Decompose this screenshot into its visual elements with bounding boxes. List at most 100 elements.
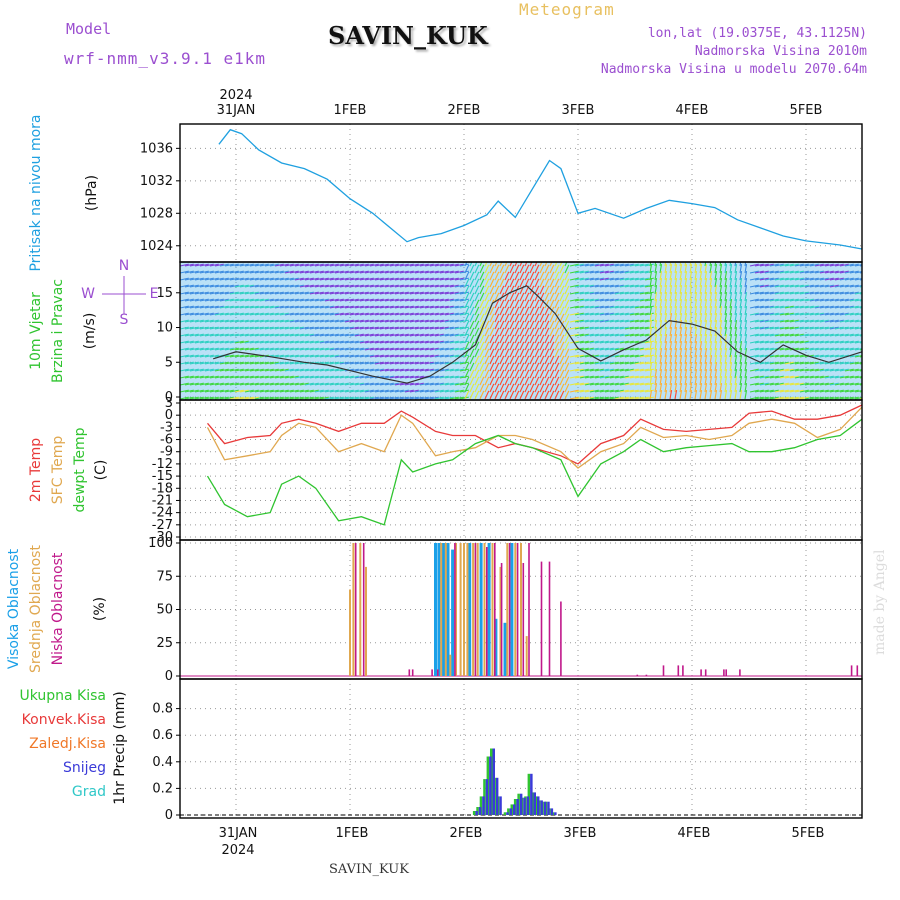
wind-barb bbox=[414, 277, 424, 281]
wind-barb bbox=[709, 362, 713, 372]
wind-barb bbox=[389, 284, 399, 288]
wind-barb bbox=[374, 333, 384, 337]
wind-barb bbox=[689, 292, 693, 302]
wind-barb bbox=[644, 396, 654, 400]
wind-barb bbox=[829, 340, 839, 344]
wind-barb bbox=[674, 369, 678, 379]
wind-barb bbox=[594, 291, 604, 295]
wind-barb bbox=[669, 278, 673, 288]
wind-barb bbox=[814, 382, 824, 386]
wind-barb bbox=[654, 278, 658, 288]
wind-barb bbox=[604, 396, 614, 400]
wind-barb bbox=[684, 271, 688, 281]
wind-barb bbox=[654, 313, 658, 323]
wind-barb bbox=[449, 277, 459, 281]
wind-barb bbox=[544, 299, 550, 309]
wind-barb bbox=[394, 270, 404, 274]
wind-barb bbox=[199, 326, 209, 330]
wind-barb bbox=[594, 340, 604, 344]
wind-barb bbox=[639, 319, 649, 323]
snow-bar bbox=[523, 797, 526, 815]
wind-barb bbox=[449, 270, 459, 274]
wind-barb bbox=[439, 396, 449, 400]
wind-barb bbox=[849, 263, 859, 267]
wind-barb bbox=[524, 327, 530, 337]
mid-cloud-bar bbox=[491, 543, 494, 676]
wind-barb bbox=[444, 312, 454, 316]
wind-barb bbox=[804, 361, 814, 365]
wind-barb bbox=[844, 291, 854, 295]
wind-barb bbox=[524, 306, 530, 316]
wind-barb bbox=[374, 298, 384, 302]
wind-barb bbox=[339, 347, 349, 351]
wind-barb bbox=[279, 298, 289, 302]
wind-barb bbox=[379, 270, 389, 274]
wind-barb bbox=[834, 382, 844, 386]
wind-barb bbox=[594, 277, 604, 281]
wind-barb bbox=[744, 341, 748, 351]
wind-barb bbox=[584, 291, 594, 295]
wind-barb bbox=[444, 347, 454, 351]
mid-cloud-bar bbox=[444, 543, 447, 676]
wind-barb bbox=[534, 271, 540, 281]
wind-barb bbox=[809, 298, 819, 302]
wind-barb bbox=[529, 306, 535, 316]
wind-barb bbox=[234, 263, 244, 267]
wind-barb bbox=[304, 277, 314, 281]
wind-barb bbox=[364, 361, 374, 365]
wind-barb bbox=[319, 319, 329, 323]
wind-barb bbox=[309, 347, 319, 351]
wind-barb bbox=[629, 354, 639, 358]
wind-barb bbox=[754, 375, 764, 379]
wind-barb bbox=[709, 299, 713, 309]
high-cloud-bar bbox=[479, 543, 483, 676]
wind-barb bbox=[284, 305, 294, 309]
wind-barb bbox=[304, 312, 314, 316]
wind-barb bbox=[539, 362, 545, 372]
wind-barb bbox=[289, 277, 299, 281]
wind-barb bbox=[729, 306, 733, 316]
wind-barb bbox=[759, 270, 769, 274]
wind-barb bbox=[669, 271, 673, 281]
wind-barb bbox=[314, 347, 324, 351]
wind-barb bbox=[679, 262, 682, 267]
wind-barb bbox=[414, 312, 424, 316]
wind-barb bbox=[234, 305, 244, 309]
wind-barb bbox=[834, 396, 844, 400]
wind-barb bbox=[709, 348, 713, 358]
wind-barb bbox=[514, 369, 520, 379]
wind-barb bbox=[759, 277, 769, 281]
wind-barb bbox=[679, 264, 683, 274]
wind-barb bbox=[604, 270, 614, 274]
wind-barb bbox=[579, 354, 589, 358]
wind-barb bbox=[749, 382, 759, 386]
wind-barb bbox=[344, 361, 354, 365]
wind-barb bbox=[184, 277, 194, 281]
wind-barb bbox=[819, 284, 829, 288]
wind-barb bbox=[324, 298, 334, 302]
wind-barb bbox=[839, 382, 849, 386]
wind-barb bbox=[234, 270, 244, 274]
wind-barb bbox=[714, 362, 718, 372]
wind-barb bbox=[764, 368, 774, 372]
y-tick-label: 0 bbox=[165, 808, 173, 823]
wind-barb bbox=[679, 383, 683, 393]
wind-barb bbox=[809, 326, 819, 330]
wind-barb bbox=[709, 383, 713, 393]
wind-barb bbox=[519, 341, 525, 351]
wind-barb bbox=[454, 389, 464, 393]
wind-barb bbox=[754, 347, 764, 351]
wind-barb bbox=[374, 368, 384, 372]
wind-barb bbox=[734, 334, 738, 344]
wind-barb bbox=[574, 389, 584, 393]
wind-barb bbox=[434, 361, 444, 365]
wind-barb bbox=[299, 340, 309, 344]
wind-barb bbox=[479, 327, 485, 337]
wind-barb bbox=[259, 319, 269, 323]
wind-barb bbox=[389, 298, 399, 302]
wind-barb bbox=[559, 362, 565, 372]
wind-barb bbox=[744, 285, 748, 295]
wind-barb bbox=[454, 305, 464, 309]
wind-barb bbox=[659, 306, 663, 316]
wind-barb bbox=[259, 291, 269, 295]
